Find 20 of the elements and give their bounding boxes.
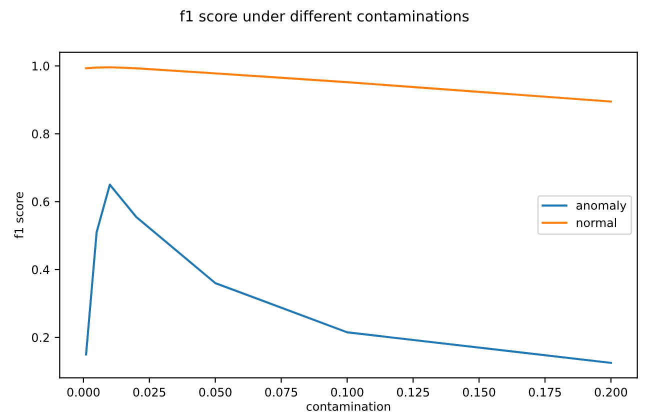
line-series	[85, 66, 612, 103]
x-tick-label: 0.125	[397, 388, 429, 397]
y-tick-label: 0.8	[32, 130, 50, 138]
x-tick-label: 0.050	[199, 388, 232, 397]
y-tick-label: 0.4	[32, 265, 50, 274]
x-axis-title: contamination	[306, 402, 390, 411]
legend-label: normal	[576, 218, 616, 228]
x-tick-label: 0.025	[133, 388, 166, 397]
y-tick-label: 0.6	[32, 197, 50, 206]
x-tick-label: 0.150	[462, 388, 496, 397]
x-tick-label: 0.175	[528, 388, 561, 397]
x-tick-label: 0.200	[594, 388, 628, 397]
x-tick-label: 0.100	[331, 388, 364, 397]
legend-label: anomaly	[576, 200, 626, 212]
y-tick-label: 1.0	[32, 62, 50, 71]
x-tick-label: 0.000	[67, 388, 100, 397]
chart-title: f1 score under different contaminations	[180, 10, 469, 22]
x-tick-label: 0.075	[265, 388, 298, 397]
y-tick-label: 0.2	[32, 333, 49, 342]
y-axis-title: f1 score	[14, 192, 24, 238]
